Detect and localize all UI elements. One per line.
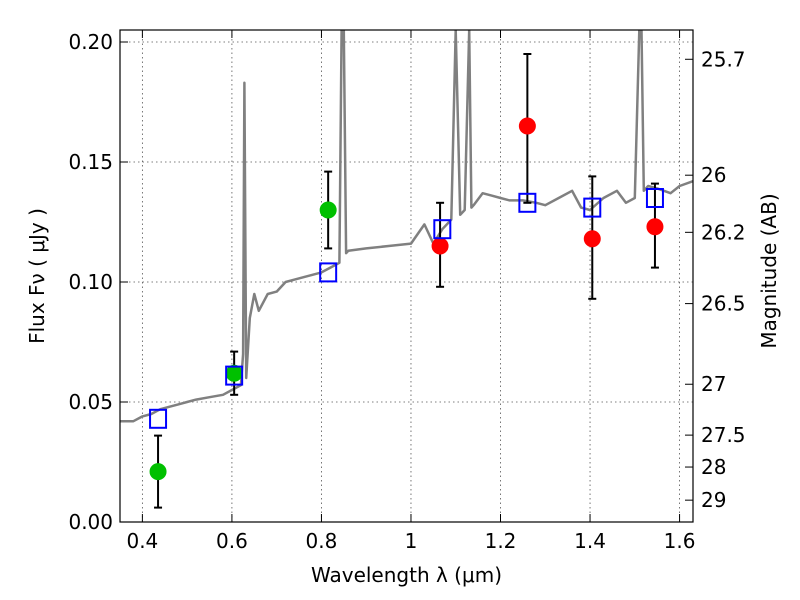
right-tick-label: 26.2 bbox=[701, 220, 746, 244]
right-tick-label: 27 bbox=[701, 372, 726, 396]
red-data-point bbox=[518, 117, 536, 135]
spectrum-line bbox=[120, 30, 693, 423]
plot-frame bbox=[119, 29, 694, 523]
right-tick-label: 26 bbox=[701, 163, 726, 187]
marker-layer bbox=[149, 117, 664, 481]
right-tick-label: 29 bbox=[701, 488, 726, 512]
y-tick-label: 0.15 bbox=[68, 150, 113, 174]
model-photometry-square bbox=[433, 219, 452, 240]
model-photometry-square bbox=[645, 188, 664, 208]
x-tick-label: 1 bbox=[405, 529, 418, 553]
grid-lines bbox=[120, 30, 693, 522]
y-tick-label: 0.10 bbox=[68, 270, 113, 294]
x-tick-label: 1.6 bbox=[664, 529, 696, 553]
y-axis-label: Flux Fν ( μJy ) bbox=[25, 208, 49, 344]
tick-layer: 0.4 0.6 0.8 1 1.2 1.4 1.6 0.00 0.05 0.10 0.15 0.20 2… bbox=[68, 30, 746, 553]
x-axis-label: Wavelength λ (μm) bbox=[311, 563, 502, 587]
model-photometry-square bbox=[319, 262, 338, 283]
y-tick-label: 0.20 bbox=[68, 30, 113, 54]
right-tick-label: 28 bbox=[701, 455, 726, 479]
green-data-point bbox=[149, 463, 167, 481]
x-tick-label: 1.2 bbox=[485, 529, 517, 553]
model-photometry-square bbox=[225, 365, 244, 386]
x-tick-label: 0.4 bbox=[126, 529, 158, 553]
x-tick-label: 0.6 bbox=[216, 529, 248, 553]
red-data-point bbox=[646, 218, 664, 236]
red-data-point bbox=[583, 230, 601, 248]
right-tick-label: 27.5 bbox=[701, 423, 746, 447]
right-tick-label: 25.7 bbox=[701, 47, 746, 71]
y-tick-label: 0.00 bbox=[68, 510, 113, 534]
model-photometry-square bbox=[518, 192, 537, 213]
green-data-point bbox=[319, 201, 337, 219]
right-tick-label: 26.5 bbox=[701, 292, 746, 316]
right-axis-label: Magnitude (AB) bbox=[757, 193, 781, 348]
model-photometry-square bbox=[583, 197, 602, 218]
x-tick-label: 0.8 bbox=[306, 529, 338, 553]
spectrum-layer bbox=[120, 30, 693, 423]
red-data-point bbox=[431, 237, 449, 255]
x-tick-label: 1.4 bbox=[574, 529, 606, 553]
model-photometry-square bbox=[149, 408, 168, 429]
y-tick-label: 0.05 bbox=[68, 390, 113, 414]
errorbar-layer bbox=[154, 53, 659, 509]
